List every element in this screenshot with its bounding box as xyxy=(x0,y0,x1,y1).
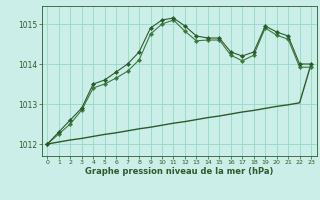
X-axis label: Graphe pression niveau de la mer (hPa): Graphe pression niveau de la mer (hPa) xyxy=(85,167,273,176)
